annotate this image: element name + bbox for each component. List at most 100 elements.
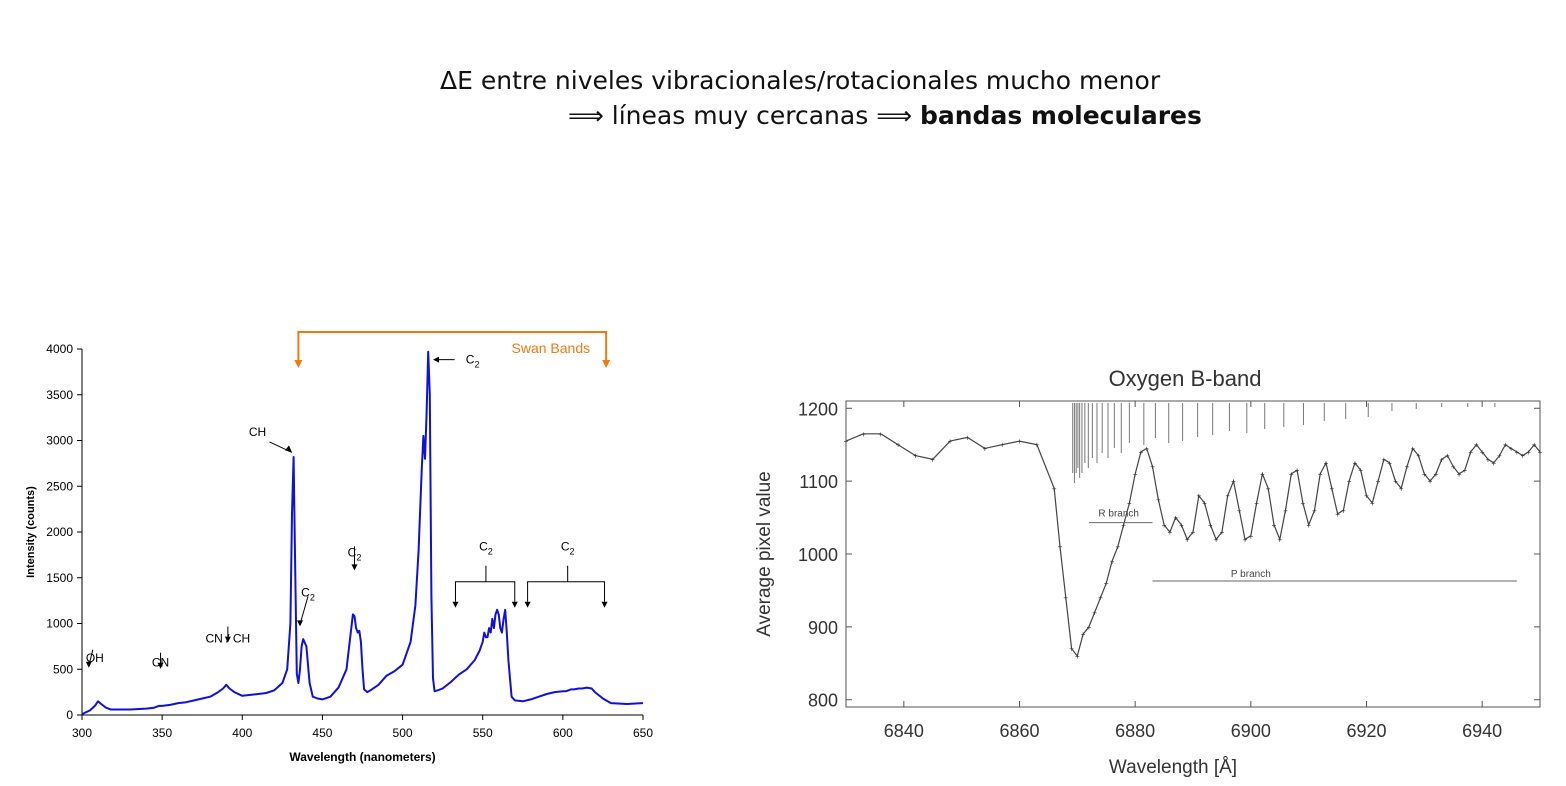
peak-label: C2: [466, 353, 480, 370]
data-point: +: [1277, 535, 1282, 544]
x-tick-label: 350: [152, 726, 172, 740]
y-tick-label: 3500: [46, 388, 73, 402]
data-point: +: [1526, 448, 1531, 457]
y-tick-label: 800: [808, 691, 838, 711]
b-band-line: [845, 433, 1541, 658]
data-point: +: [1445, 452, 1450, 461]
data-point: +: [1532, 441, 1537, 450]
data-point: +: [1266, 484, 1271, 493]
annotation-arrow: [299, 596, 309, 625]
data-point: +: [1063, 594, 1068, 603]
data-point: +: [1434, 470, 1439, 479]
x-tick-label: 6860: [999, 721, 1039, 741]
x-tick-label: 450: [312, 726, 332, 740]
annotation-arrowhead: [351, 564, 358, 571]
peak-label: CH: [249, 425, 266, 439]
annotation-arrowhead: [433, 356, 440, 363]
data-point: +: [930, 455, 935, 464]
data-point: +: [1168, 528, 1173, 537]
data-point: +: [861, 430, 866, 439]
data-point: +: [1382, 455, 1387, 464]
x-tick-label: 300: [72, 726, 92, 740]
annotation-arrowhead: [224, 636, 231, 643]
x-tick-label: 6920: [1346, 721, 1386, 741]
data-point: +: [1387, 459, 1392, 468]
data-point: +: [1110, 557, 1115, 566]
data-point: +: [844, 437, 849, 446]
chart-title: Oxygen B-band: [1109, 366, 1262, 391]
data-point: +: [1237, 506, 1242, 515]
data-point: +: [1509, 444, 1514, 453]
data-point: +: [1416, 452, 1421, 461]
data-point: +: [982, 444, 987, 453]
annotation-arrowhead: [284, 445, 292, 453]
data-point: +: [1214, 535, 1219, 544]
data-point: +: [1144, 444, 1149, 453]
c2-bracket-arrowhead: [452, 601, 459, 608]
data-point: +: [1254, 499, 1259, 508]
data-point: +: [1520, 452, 1525, 461]
heading-line-1: ΔE entre niveles vibracionales/rotaciona…: [440, 66, 1161, 95]
data-point: +: [1439, 455, 1444, 464]
data-point: +: [896, 441, 901, 450]
y-tick-label: 4000: [46, 342, 73, 356]
x-tick-label: 600: [553, 726, 573, 740]
peak-label: C2: [561, 539, 575, 556]
y-tick-label: 3000: [46, 434, 73, 448]
x-tick-label: 500: [393, 726, 413, 740]
peak-label: C2: [301, 585, 315, 602]
data-point: +: [1486, 455, 1491, 464]
data-point: +: [1329, 484, 1334, 493]
x-tick-label: 550: [473, 726, 493, 740]
r-branch-label: R branch: [1098, 509, 1139, 520]
y-tick-label: 2000: [46, 525, 73, 539]
annotation-arrowhead: [85, 661, 92, 668]
data-point: +: [1098, 594, 1103, 603]
data-point: +: [1196, 492, 1201, 501]
data-point: +: [1191, 528, 1196, 537]
heading-line-2-bold: bandas moleculares: [919, 101, 1202, 130]
data-point: +: [1480, 448, 1485, 457]
data-point: +: [1121, 521, 1126, 530]
swan-bands-arrowhead: [602, 360, 611, 368]
data-point: +: [1225, 492, 1230, 501]
data-point: +: [1185, 535, 1190, 544]
swan-bands-bracket: [297, 331, 608, 364]
data-point: +: [1347, 477, 1352, 486]
swan-bands-label: Swan Bands: [512, 340, 591, 356]
data-point: +: [1156, 495, 1161, 504]
data-point: +: [1538, 448, 1543, 457]
data-point: +: [1179, 521, 1184, 530]
data-point: +: [1451, 463, 1456, 472]
data-point: +: [1150, 463, 1155, 472]
data-point: +: [1306, 521, 1311, 530]
c2-bracket: [454, 581, 516, 602]
data-point: +: [1272, 521, 1277, 530]
data-point: +: [1353, 459, 1358, 468]
data-point: +: [1208, 521, 1213, 530]
data-point: +: [1358, 466, 1363, 475]
y-tick-label: 1000: [798, 545, 838, 565]
data-point: +: [1422, 470, 1427, 479]
y-tick-label: 1200: [798, 399, 838, 419]
data-point: +: [1127, 499, 1132, 508]
data-point: +: [948, 437, 953, 446]
data-point: +: [1017, 437, 1022, 446]
data-point: +: [1104, 579, 1109, 588]
heading-line-2-text: ⟹ líneas muy cercanas ⟹: [568, 101, 920, 130]
data-point: +: [1468, 448, 1473, 457]
data-point: +: [1318, 470, 1323, 479]
data-point: +: [1503, 441, 1508, 450]
peak-label: C2: [348, 545, 362, 562]
swan-bands-arrowhead: [294, 360, 303, 368]
swan-bands-spectrum-chart: 0 500 1000 1500 2000 2500 3000 3500 4000 300 350 40…: [25, 331, 653, 764]
data-point: +: [1405, 463, 1410, 472]
data-point: +: [913, 452, 918, 461]
data-point: +: [965, 433, 970, 442]
peak-label: C2: [479, 539, 493, 556]
data-point: +: [1058, 543, 1063, 552]
data-point: +: [1087, 623, 1092, 632]
data-point: +: [1139, 448, 1144, 457]
data-point: +: [1000, 441, 1005, 450]
c2-bracket-arrowhead: [511, 601, 518, 608]
